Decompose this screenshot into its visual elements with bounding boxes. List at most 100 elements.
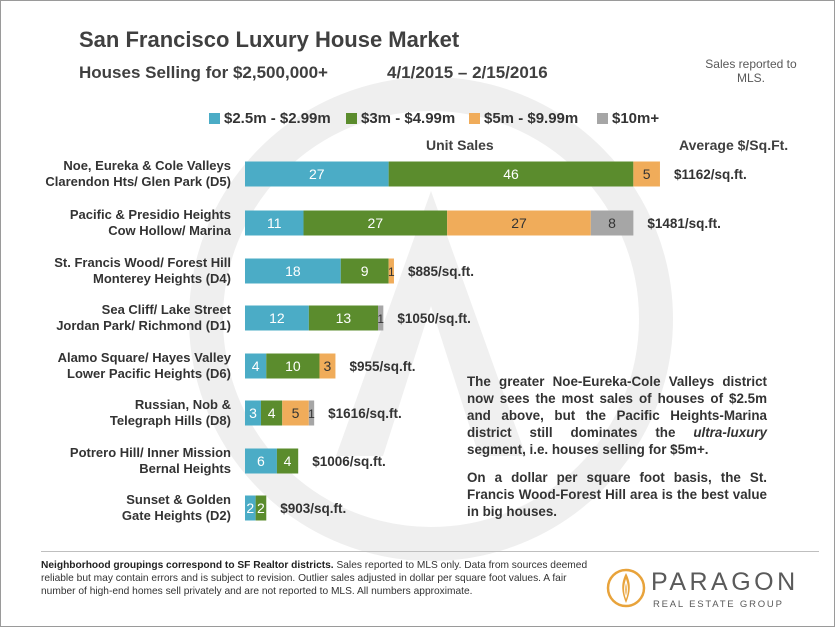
category-label-line: St. Francis Wood/ Forest Hill <box>54 255 231 270</box>
bar-value-label: 27 <box>368 215 384 231</box>
bar-segment <box>266 353 320 379</box>
avg-price-label: $1050/sq.ft. <box>397 311 471 326</box>
commentary-text: segment, i.e. houses selling for $5m+. <box>467 442 709 457</box>
footer-divider <box>41 551 819 552</box>
category-label-line: Pacific & Presidio Heights <box>69 207 231 222</box>
bar-segment <box>245 258 341 284</box>
category-label-line: Cow Hollow/ Marina <box>108 223 231 238</box>
bar-segment <box>245 353 267 379</box>
bar-segment <box>319 353 336 379</box>
legend-item: $3m - $4.99m <box>346 107 455 129</box>
bar-segment <box>303 210 448 236</box>
bar-segment <box>245 161 389 187</box>
bar-segment <box>245 210 304 236</box>
bar-segment <box>633 161 660 187</box>
bar-segment <box>245 448 277 474</box>
avg-price-label: $1616/sq.ft. <box>328 406 402 421</box>
bar-value-label: 11 <box>267 215 282 231</box>
bar-value-label: 9 <box>361 263 369 279</box>
bar-segment <box>245 305 309 331</box>
footer-text: Sales reported to MLS only. Data from so… <box>41 560 588 597</box>
bar-value-label: 3 <box>324 358 332 374</box>
chart-title: San Francisco Luxury House Market <box>79 27 460 52</box>
bar-value-label: 4 <box>268 405 276 421</box>
legend-label: $5m - $9.99m <box>484 109 579 127</box>
category-label-line: Noe, Eureka & Cole Valleys <box>63 158 231 173</box>
category-label: Noe, Eureka & Cole Valleys Clarendon Hts/… <box>1 158 231 190</box>
commentary-paragraph-2: On a dollar per square foot basis, the S… <box>467 470 767 519</box>
avg-price-label: $1006/sq.ft. <box>312 454 386 469</box>
category-label-line: Alamo Square/ Hayes Valley <box>57 350 231 365</box>
bar-segment <box>260 400 283 426</box>
bar-value-label: 2 <box>257 500 265 516</box>
avg-price-label: $885/sq.ft. <box>408 264 474 279</box>
legend-label: $2.5m - $2.99m <box>224 109 331 127</box>
category-label: Sunset & Golden Gate Heights (D2) <box>1 492 231 524</box>
category-label-line: Sunset & Golden <box>126 492 231 507</box>
chart-subtitle: Houses Selling for $2,500,000+ <box>79 63 328 82</box>
bar-segment <box>245 400 261 426</box>
legend-label: $10m+ <box>612 109 660 127</box>
bar-value-label: 6 <box>257 453 265 469</box>
avg-price-label: $1162/sq.ft. <box>674 167 747 182</box>
footer-bold: Neighborhood groupings correspond to SF … <box>41 560 334 571</box>
commentary: The greater Noe-Eureka-Cole Valleys dist… <box>467 373 767 531</box>
bar-segment <box>308 305 378 331</box>
chart-legend: $2.5m - $2.99m $3m - $4.99m $5m - $9.99m $1… <box>209 107 809 129</box>
category-label-line: Bernal Heights <box>139 461 231 476</box>
bar-value-label: 4 <box>284 453 292 469</box>
paragon-logo-icon <box>606 568 646 608</box>
category-label-line: Monterey Heights (D4) <box>93 271 231 286</box>
bar-value-label: 46 <box>503 166 519 182</box>
legend-item: $2.5m - $2.99m <box>209 107 331 129</box>
category-label-line: Russian, Nob & <box>134 397 231 412</box>
legend-item: $10m+ <box>597 107 659 129</box>
bar-value-label: 18 <box>285 263 301 279</box>
category-label: Potrero Hill/ Inner Mission Bernal Height… <box>1 445 231 477</box>
logo-wordmark: PARAGON <box>651 568 799 596</box>
legend-swatch <box>346 112 357 124</box>
category-label-line: Gate Heights (D2) <box>121 508 231 523</box>
category-label-line: Lower Pacific Heights (D6) <box>67 366 231 381</box>
legend-swatch <box>209 112 220 124</box>
bar-value-label: 5 <box>643 166 651 182</box>
category-label-line: Telegraph Hills (D8) <box>109 413 231 428</box>
legend-swatch <box>597 112 608 124</box>
legend-item: $5m - $9.99m <box>469 107 578 129</box>
avg-price-label: $903/sq.ft. <box>280 501 346 516</box>
category-label-line: Jordan Park/ Richmond (D1) <box>56 318 231 333</box>
bar-segment <box>245 495 256 521</box>
bar-value-label: 2 <box>246 500 254 516</box>
date-range: 4/1/2015 – 2/15/2016 <box>387 63 548 82</box>
footer-disclaimer: Neighborhood groupings correspond to SF … <box>41 559 596 598</box>
bar-segment <box>590 210 634 236</box>
units-column-header: Unit Sales <box>426 137 494 153</box>
bar-segment <box>255 495 267 521</box>
legend-label: $3m - $4.99m <box>361 109 456 127</box>
bar-segment <box>308 400 315 426</box>
avg-price-label: $1481/sq.ft. <box>647 216 721 231</box>
bar-value-label: 27 <box>309 166 325 182</box>
commentary-emphasis: ultra-luxury <box>693 425 767 440</box>
category-label: St. Francis Wood/ Forest Hill Monterey He… <box>1 255 231 287</box>
bar-value-label: 1 <box>377 312 384 326</box>
bar-value-label: 4 <box>252 358 260 374</box>
bar-value-label: 13 <box>336 310 352 326</box>
bar-value-label: 10 <box>285 358 301 374</box>
bar-value-label: 27 <box>511 215 527 231</box>
category-label: Sea Cliff/ Lake Street Jordan Park/ Richm… <box>1 302 231 334</box>
logo-tagline: REAL ESTATE GROUP <box>653 599 784 610</box>
bar-value-label: 3 <box>249 405 257 421</box>
bar-value-label: 8 <box>608 215 616 231</box>
bar-segment <box>276 448 299 474</box>
category-label: Alamo Square/ Hayes Valley Lower Pacific … <box>1 350 231 382</box>
commentary-text: The greater Noe-Eureka-Cole Valleys dist… <box>467 374 767 440</box>
bar-segment <box>388 161 634 187</box>
commentary-paragraph-1: The greater Noe-Eureka-Cole Valleys dist… <box>467 373 767 458</box>
sales-note: Sales reported to MLS. <box>705 57 797 85</box>
bar-segment <box>388 258 394 284</box>
category-label-line: Sea Cliff/ Lake Street <box>101 302 231 317</box>
bar-value-label: 1 <box>388 265 395 279</box>
